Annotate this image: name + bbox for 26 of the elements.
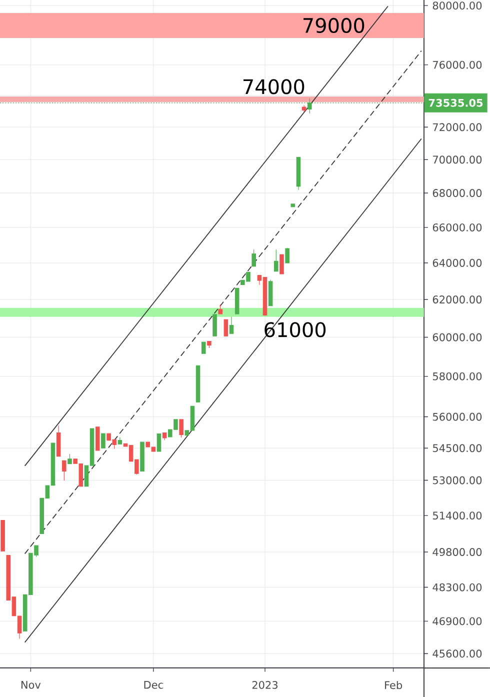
y-tick-label: 64000.00 <box>432 258 482 267</box>
y-tick-label: 54500.00 <box>433 444 482 452</box>
y-tick-label: 80000.00 <box>432 2 482 10</box>
y-tick-label: 76000.00 <box>433 60 482 69</box>
y-tick-label: 68000.00 <box>432 189 482 197</box>
y-tick-label: 53000.00 <box>433 476 482 484</box>
y-tick-label: 45600.00 <box>432 650 482 658</box>
x-tick-label: 2023 <box>252 680 278 689</box>
y-tick-label: 46900.00 <box>432 617 482 626</box>
y-tick-label: 66000.00 <box>432 223 482 232</box>
x-tick-label: Feb <box>385 680 402 690</box>
band-label: 74000 <box>244 79 304 94</box>
y-tick-label: 48300.00 <box>432 583 482 592</box>
y-tick-label: 60000.00 <box>432 333 482 342</box>
y-tick-label: 62000.00 <box>432 296 482 304</box>
x-tick-label: Nov <box>21 680 41 689</box>
y-tick-label: 49800.00 <box>432 548 482 556</box>
y-tick-label: 58000.00 <box>433 372 482 380</box>
y-tick-label: 56000.00 <box>433 412 482 421</box>
y-tick-label: 70000.00 <box>433 156 482 164</box>
band-label: 79000 <box>304 18 364 34</box>
x-tick-label: Dec <box>144 680 163 689</box>
y-tick-label: 51400.00 <box>433 512 482 520</box>
ref-line-label: 73535.05 <box>428 98 483 107</box>
candlestick <box>302 104 306 112</box>
y-tick-label: 72000.00 <box>433 123 482 132</box>
